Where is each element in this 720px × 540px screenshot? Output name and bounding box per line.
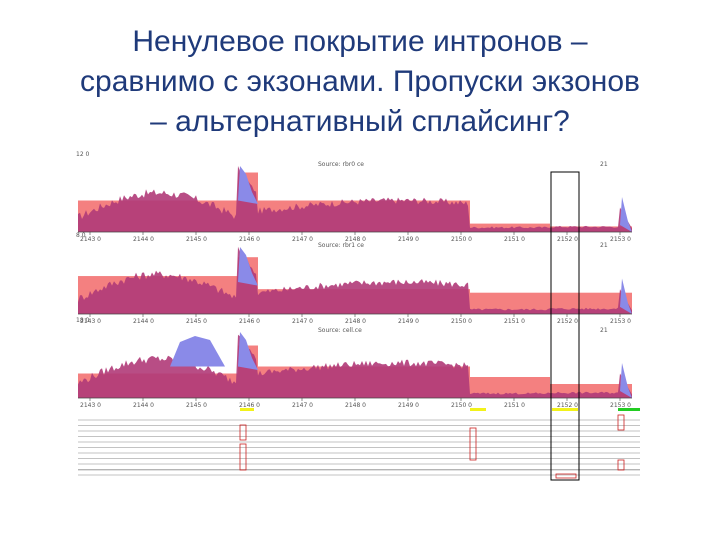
coverage-peak — [620, 278, 632, 314]
coverage-peak — [620, 197, 632, 232]
axis-tick-label: 2145 0 — [186, 402, 207, 409]
axis-tick-label: 2145 0 — [186, 236, 207, 243]
axis-tick-label: 2143 0 — [80, 402, 101, 409]
axis-tick-label: 2143 0 — [80, 318, 101, 325]
skipped-exon-highlight-box — [550, 171, 580, 481]
axis-tick-label: 2147 0 — [292, 402, 313, 409]
axis-tick-label: 2144 0 — [133, 236, 154, 243]
coverage-profile — [78, 166, 632, 232]
coverage-peak — [238, 332, 258, 370]
axis-tick-label: 2146 0 — [239, 318, 260, 325]
gene-annotation — [78, 408, 640, 479]
axis-tick-label: 2148 0 — [345, 236, 366, 243]
axis-tick-label: 2146 0 — [239, 236, 260, 243]
axis-tick-label: 2149 0 — [398, 318, 419, 325]
axis-tick-label: 2152 0 — [557, 402, 578, 409]
track-scale-label: 18 0 — [76, 317, 90, 324]
track-right-label: 21 — [600, 161, 608, 168]
axis-tick-label: 2151 0 — [504, 236, 525, 243]
coverage-peak — [170, 336, 225, 367]
axis-tick-label: 2145 0 — [186, 318, 207, 325]
coverage-track: 8 0 Source: rbr1 ce 21 2143 0 2144 0 2145 0 21… — [76, 232, 632, 325]
exon-bracket — [239, 424, 247, 441]
coverage-tracks: 12 0 Source: rbr0 ce 21 2143 0 2144 0 2145 0 2… — [76, 151, 632, 409]
exon-bracket — [239, 443, 247, 471]
track-right-label: 21 — [600, 327, 608, 334]
exon-bracket — [555, 473, 577, 479]
track-source-label: Source: rbr1 ce — [318, 242, 364, 249]
axis-tick-label: 2150 0 — [451, 236, 472, 243]
exon-marker — [240, 408, 254, 411]
coverage-profile — [78, 334, 632, 398]
axis-tick-label: 2151 0 — [504, 318, 525, 325]
exon-band — [550, 292, 632, 314]
track-scale-label: 12 0 — [76, 151, 90, 158]
coverage-peak — [238, 166, 258, 204]
exon-band — [470, 292, 550, 314]
axis-tick-label: 2147 0 — [292, 236, 313, 243]
axis-tick-label: 2151 0 — [504, 402, 525, 409]
axis-tick-label: 2149 0 — [398, 236, 419, 243]
track-scale-label: 8 0 — [76, 232, 86, 239]
axis-tick-label: 2147 0 — [292, 318, 313, 325]
coverage-track: 18 0 Source: cell.ce 21 2143 0 2144 0 2145 0 2… — [76, 317, 632, 409]
title-line-3: – альтернативный сплайсинг? — [150, 105, 570, 138]
axis-tick-label: 2144 0 — [133, 318, 154, 325]
track-right-label: 21 — [600, 242, 608, 249]
axis-tick-label: 2148 0 — [345, 402, 366, 409]
exon-marker — [552, 408, 578, 411]
axis-tick-label: 2153 0 — [610, 236, 631, 243]
exon-marker — [470, 408, 486, 411]
exon-bracket — [617, 459, 625, 471]
axis-tick-label: 2153 0 — [610, 402, 631, 409]
track-source-label: Source: cell.ce — [318, 327, 362, 334]
axis-tick-label: 2148 0 — [345, 318, 366, 325]
coverage-track: 12 0 Source: rbr0 ce 21 2143 0 2144 0 2145 0 2… — [76, 151, 632, 243]
axis-tick-label: 2152 0 — [557, 236, 578, 243]
axis-tick-label: 2146 0 — [239, 402, 260, 409]
exon-bracket — [469, 427, 477, 461]
axis-tick-label: 2150 0 — [451, 318, 472, 325]
coverage-profile — [78, 246, 632, 314]
slide-title: Ненулевое покрытие интронов – сравнимо с… — [0, 22, 720, 142]
coverage-peak — [620, 363, 632, 398]
title-line-1: Ненулевое покрытие интронов – — [132, 25, 588, 58]
axis-tick-label: 2149 0 — [398, 402, 419, 409]
exon-band — [470, 377, 550, 398]
axis-tick-label: 2144 0 — [133, 402, 154, 409]
exon-bracket — [617, 414, 625, 431]
axis-tick-label: 2143 0 — [80, 236, 101, 243]
axis-tick-label: 2153 0 — [610, 318, 631, 325]
axis-tick-label: 2150 0 — [451, 402, 472, 409]
coverage-peak — [238, 247, 258, 286]
axis-tick-label: 2152 0 — [557, 318, 578, 325]
exon-marker — [618, 408, 640, 411]
track-source-label: Source: rbr0 ce — [318, 161, 364, 168]
title-line-2: сравнимо с экзонами. Пропуски экзонов — [80, 65, 640, 98]
